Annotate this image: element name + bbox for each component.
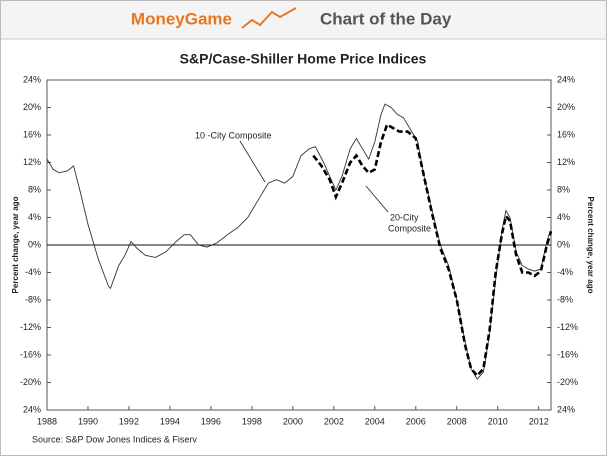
y-tick-label: 4% xyxy=(28,212,41,222)
y-axis-label: Percent change, year ago xyxy=(11,196,20,293)
y2-tick-label: -20% xyxy=(557,377,578,387)
x-tick-label: 2008 xyxy=(447,416,467,426)
series-line xyxy=(312,122,553,378)
annotation: 10 -City Composite xyxy=(195,130,272,140)
annotation: Composite xyxy=(388,223,431,233)
y2-tick-label: 20% xyxy=(557,102,575,112)
y-tick-label: 8% xyxy=(28,184,41,194)
source: Source: S&P Dow Jones Indices & Fiserv xyxy=(32,434,197,444)
y-tick-label: -20% xyxy=(20,377,41,387)
y2-tick-label: -4% xyxy=(557,267,573,277)
y-tick-label: 20% xyxy=(23,102,41,112)
y2-tick-label: 0% xyxy=(557,239,570,249)
y2-tick-label: 8% xyxy=(557,184,570,194)
y-tick-label: -12% xyxy=(20,322,41,332)
y-tick-label: 12% xyxy=(23,157,41,167)
y2-tick-label: 24% xyxy=(557,74,575,84)
y2-tick-label: 12% xyxy=(557,157,575,167)
annotation-arrow xyxy=(365,185,389,213)
annotation: 20-City xyxy=(390,212,419,222)
y-tick-label: -8% xyxy=(25,294,41,304)
y2-tick-label: 16% xyxy=(557,129,575,139)
annotation-arrow xyxy=(239,140,266,183)
x-tick-label: 2002 xyxy=(324,416,344,426)
x-tick-label: 1992 xyxy=(119,416,139,426)
chart-title: S&P/Case-Shiller Home Price Indices xyxy=(180,51,427,67)
x-tick-label: 1990 xyxy=(78,416,98,426)
x-tick-label: 2006 xyxy=(406,416,426,426)
x-tick-label: 1994 xyxy=(160,416,180,426)
x-tick-label: 2010 xyxy=(488,416,508,426)
y-tick-label: 24% xyxy=(23,404,41,414)
x-tick-label: 2004 xyxy=(365,416,385,426)
y2-tick-label: -16% xyxy=(557,349,578,359)
y2-tick-label: -12% xyxy=(557,322,578,332)
y-tick-label: -4% xyxy=(25,267,41,277)
y-tick-label: 0% xyxy=(28,239,41,249)
y2-tick-label: 4% xyxy=(557,212,570,222)
x-tick-label: 2012 xyxy=(529,416,549,426)
x-tick-label: 1988 xyxy=(37,416,57,426)
y-tick-label: -16% xyxy=(20,349,41,359)
y2-axis-label: Percent change, year ago xyxy=(586,197,595,294)
series-line xyxy=(46,103,550,380)
x-tick-label: 1998 xyxy=(242,416,262,426)
x-tick-label: 2000 xyxy=(283,416,303,426)
y-tick-label: 16% xyxy=(23,129,41,139)
section: Chart of the Day xyxy=(320,9,452,28)
y2-tick-label: 24% xyxy=(557,404,575,414)
brand: MoneyGame xyxy=(131,9,232,28)
header-band xyxy=(1,1,606,39)
x-tick-label: 1996 xyxy=(201,416,221,426)
y2-tick-label: -8% xyxy=(557,294,573,304)
brand-icon xyxy=(241,7,297,29)
y-tick-label: 24% xyxy=(23,74,41,84)
